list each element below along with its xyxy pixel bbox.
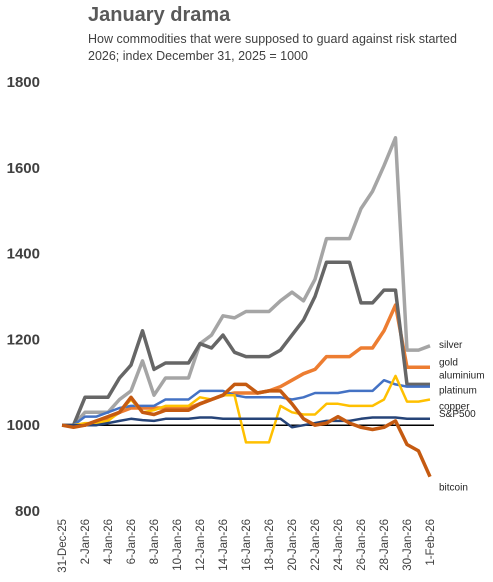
- x-tick-label: 26-Jan-26: [356, 519, 368, 571]
- series-line-gold: [62, 303, 430, 427]
- series-line-bitcoin: [61, 382, 432, 478]
- x-tick-label: 4-Jan-26: [103, 519, 115, 564]
- y-tick-label: 1200: [7, 331, 40, 348]
- x-tick-label: 22-Jan-26: [310, 519, 322, 571]
- legend-label: gold: [439, 357, 458, 368]
- x-axis: 31-Dec-25 2-Jan-26 4-Jan-26 6-Jan-26 8-Jan-2…: [57, 519, 437, 573]
- y-tick-label: 1400: [7, 246, 40, 263]
- x-tick-label: 2-Jan-26: [80, 519, 92, 564]
- legend-label: silver: [439, 340, 463, 351]
- series-line-silver: [62, 136, 431, 427]
- legend-label: aluminium: [439, 370, 485, 381]
- x-tick-label: 1-Feb-26: [425, 519, 437, 566]
- x-tick-label: 16-Jan-26: [241, 519, 253, 571]
- y-tick-label: 1000: [7, 417, 40, 434]
- series-lines: [61, 136, 432, 478]
- x-tick-label: 18-Jan-26: [264, 519, 276, 571]
- legend-label: platinum: [439, 386, 477, 397]
- x-tick-label: 14-Jan-26: [218, 519, 230, 571]
- x-tick-label: 28-Jan-26: [379, 519, 391, 571]
- x-tick-label: 30-Jan-26: [402, 519, 414, 571]
- chart-subtitle: How commodities that were supposed to gu…: [88, 32, 457, 63]
- x-tick-label: 24-Jan-26: [333, 519, 345, 571]
- legend-label: bitcoin: [439, 483, 468, 494]
- x-tick-label: 6-Jan-26: [126, 519, 138, 564]
- series-line-aluminium: [62, 260, 430, 427]
- x-tick-label: 31-Dec-25: [57, 519, 69, 573]
- y-tick-label: 800: [15, 503, 40, 520]
- x-tick-label: 20-Jan-26: [287, 519, 299, 571]
- x-tick-label: 10-Jan-26: [172, 519, 184, 571]
- x-tick-label: 12-Jan-26: [195, 519, 207, 571]
- legend-label: copper: [439, 401, 470, 412]
- legend-label: S&P500: [439, 409, 476, 420]
- y-axis: 800 1000 1200 1400 1600 1800: [7, 74, 434, 520]
- series-line-sp500: [62, 416, 430, 429]
- y-tick-label: 1800: [7, 74, 40, 91]
- y-tick-label: 1600: [7, 160, 40, 177]
- x-tick-label: 8-Jan-26: [149, 519, 161, 564]
- chart-title: January drama: [88, 4, 231, 26]
